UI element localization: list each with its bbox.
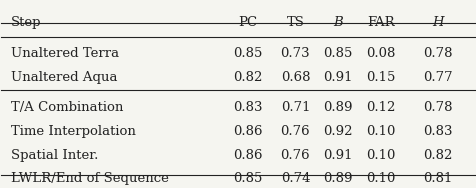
Text: 0.15: 0.15 [365,71,395,84]
Text: 0.85: 0.85 [233,48,262,61]
Text: PC: PC [238,16,257,29]
Text: LWLR/End of Sequence: LWLR/End of Sequence [11,172,169,186]
Text: 0.08: 0.08 [365,48,395,61]
Text: 0.10: 0.10 [365,149,395,161]
Text: 0.10: 0.10 [365,172,395,186]
Text: 0.86: 0.86 [233,149,262,161]
Text: 0.83: 0.83 [233,101,262,114]
Text: 0.91: 0.91 [323,71,352,84]
Text: 0.76: 0.76 [280,125,309,138]
Text: 0.78: 0.78 [422,48,451,61]
Text: B: B [333,16,342,29]
Text: 0.10: 0.10 [365,125,395,138]
Text: Unaltered Aqua: Unaltered Aqua [11,71,117,84]
Text: 0.74: 0.74 [280,172,309,186]
Text: 0.86: 0.86 [233,125,262,138]
Text: TS: TS [286,16,304,29]
Text: Time Interpolation: Time Interpolation [11,125,136,138]
Text: 0.85: 0.85 [323,48,352,61]
Text: 0.12: 0.12 [365,101,395,114]
Text: Unaltered Terra: Unaltered Terra [11,48,119,61]
Text: 0.82: 0.82 [422,149,451,161]
Text: 0.81: 0.81 [422,172,451,186]
Text: 0.89: 0.89 [323,172,352,186]
Text: Step: Step [11,16,41,29]
Text: H: H [431,16,443,29]
Text: 0.76: 0.76 [280,149,309,161]
Text: T/A Combination: T/A Combination [11,101,123,114]
Text: 0.92: 0.92 [323,125,352,138]
Text: 0.71: 0.71 [280,101,309,114]
Text: 0.91: 0.91 [323,149,352,161]
Text: 0.77: 0.77 [422,71,452,84]
Text: 0.82: 0.82 [233,71,262,84]
Text: 0.89: 0.89 [323,101,352,114]
Text: Spatial Inter.: Spatial Inter. [11,149,98,161]
Text: 0.83: 0.83 [422,125,451,138]
Text: FAR: FAR [366,16,394,29]
Text: 0.68: 0.68 [280,71,309,84]
Text: 0.73: 0.73 [280,48,309,61]
Text: 0.85: 0.85 [233,172,262,186]
Text: 0.78: 0.78 [422,101,451,114]
